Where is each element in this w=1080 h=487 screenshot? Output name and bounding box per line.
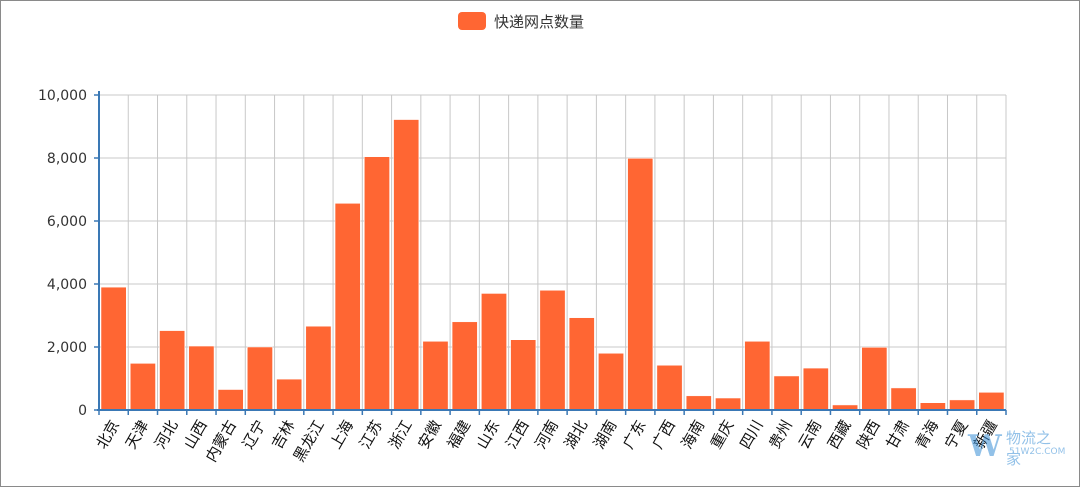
x-category-label: 河北 — [151, 417, 182, 452]
bar — [568, 317, 595, 411]
y-tick-label: 4,000 — [47, 277, 87, 293]
bar — [188, 345, 215, 411]
bar — [539, 290, 566, 411]
grid — [98, 94, 1007, 411]
watermark-text: 物流之家 — [1006, 429, 1052, 468]
y-tick-label: 10,000 — [38, 88, 87, 104]
x-category-label: 海南 — [678, 417, 709, 452]
x-category-label: 福建 — [444, 417, 475, 452]
logo-icon: W — [967, 429, 1003, 464]
bar — [217, 389, 244, 411]
x-category-label: 甘肃 — [882, 417, 913, 452]
x-category-label: 青海 — [912, 417, 943, 452]
x-category-label: 北京 — [92, 417, 123, 452]
bar — [627, 158, 654, 411]
bar — [919, 402, 946, 411]
x-category-label: 云南 — [795, 417, 826, 452]
x-category-label: 贵州 — [765, 417, 796, 452]
bar — [773, 375, 800, 411]
bar — [656, 365, 683, 411]
x-category-label: 河南 — [531, 417, 562, 452]
x-category-label: 西藏 — [824, 417, 855, 452]
legend-label: 快递网点数量 — [494, 12, 585, 31]
y-tick-labels: 0 2,000 4,000 6,000 8,000 10,000 — [38, 88, 87, 419]
bar — [685, 395, 712, 411]
bar — [510, 339, 537, 411]
x-category-label: 广西 — [648, 417, 679, 452]
x-category-label: 江苏 — [356, 417, 387, 452]
x-category-labels: 北京天津河北山西内蒙古辽宁吉林黑龙江上海江苏浙江安徽福建山东江西河南湖北湖南广东… — [92, 417, 1000, 465]
bar — [715, 397, 741, 411]
watermark-subtext: 51W2C.COM — [1009, 447, 1066, 457]
bar — [393, 119, 420, 411]
bar — [744, 341, 771, 411]
bar — [451, 321, 478, 411]
bar — [100, 286, 127, 411]
x-category-label: 江西 — [502, 417, 533, 452]
y-tick-label: 2,000 — [47, 340, 87, 356]
bar — [890, 387, 917, 411]
bar — [598, 353, 624, 411]
x-category-label: 天津 — [122, 417, 153, 452]
y-tick-label: 0 — [78, 403, 87, 419]
bar — [305, 325, 332, 411]
svg-text:W: W — [967, 429, 1003, 464]
bar — [861, 347, 888, 411]
bar — [130, 363, 156, 411]
bar — [481, 293, 507, 411]
x-category-label: 山东 — [473, 417, 504, 452]
watermark-logo: W 物流之家 51W2C.COM — [966, 426, 1065, 468]
y-tick-label: 6,000 — [47, 214, 87, 230]
x-category-label: 湖南 — [590, 417, 621, 452]
x-category-label: 安徽 — [414, 417, 445, 452]
x-category-label: 上海 — [327, 417, 358, 452]
legend[interactable]: 快递网点数量 — [458, 10, 584, 32]
bar — [949, 399, 975, 411]
axes — [94, 91, 1007, 415]
bar — [422, 341, 449, 411]
bar — [247, 346, 273, 411]
x-category-label: 陕西 — [853, 417, 884, 452]
bar — [276, 378, 303, 411]
bar — [159, 330, 186, 411]
x-category-label: 重庆 — [707, 417, 738, 452]
x-category-label: 广东 — [619, 417, 650, 452]
x-category-label: 辽宁 — [239, 417, 270, 452]
x-category-label: 四川 — [736, 417, 767, 452]
bar — [978, 392, 1005, 411]
x-category-label: 湖北 — [561, 417, 592, 452]
legend-swatch — [458, 12, 486, 30]
bar — [802, 367, 829, 411]
x-category-label: 浙江 — [385, 417, 416, 452]
bar — [334, 203, 361, 411]
y-tick-label: 8,000 — [47, 151, 87, 167]
bar — [364, 156, 390, 411]
bars — [100, 119, 1005, 411]
